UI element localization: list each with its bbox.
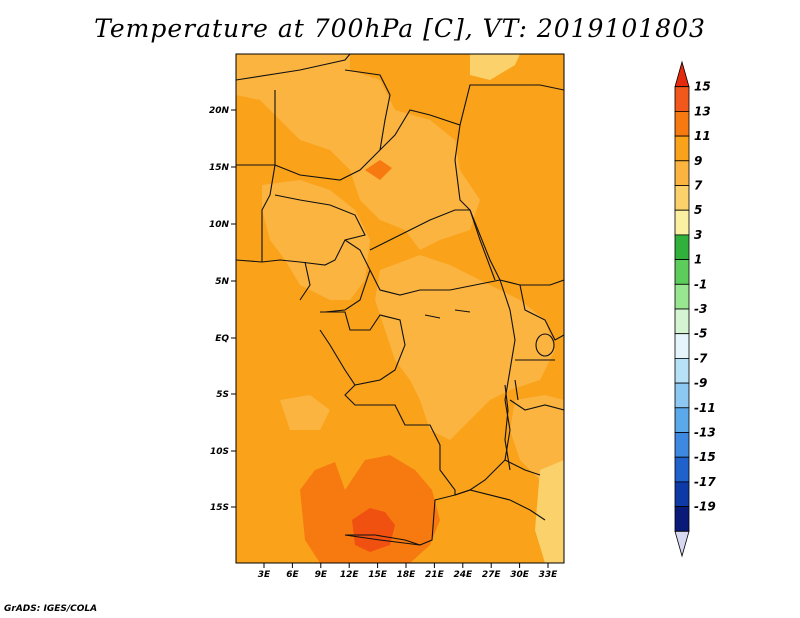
lat-tick-label: 10S xyxy=(210,447,229,457)
lon-tick-label: 27E xyxy=(482,570,502,580)
border-car xyxy=(369,209,564,286)
colorbar-top-arrow xyxy=(674,60,690,88)
lat-tick-label: 15N xyxy=(209,163,230,173)
plot-title: Temperature at 700hPa [C], VT: 201910180… xyxy=(94,14,706,43)
border-sahara xyxy=(344,69,391,151)
colorbar-label: 7 xyxy=(694,179,703,193)
border-cameroon xyxy=(324,239,371,313)
colorbar-label: -17 xyxy=(694,475,716,489)
colorbar-label: 13 xyxy=(694,104,711,118)
border-west xyxy=(236,259,311,301)
lat-tick-label: 10N xyxy=(209,220,230,230)
colorbar-label: -7 xyxy=(694,351,708,365)
colorbar-segment xyxy=(674,111,690,137)
temperature-field xyxy=(236,54,564,563)
lon-tick-label: 24E xyxy=(453,570,473,580)
colorbar-label: 11 xyxy=(694,129,711,143)
field-11-13-spot xyxy=(365,160,392,180)
border-north xyxy=(236,54,351,81)
field-7-9-east xyxy=(510,395,564,480)
grads-credit: GrADS: IGES/COLA xyxy=(4,604,98,614)
colorbar-segment xyxy=(674,86,690,112)
colorbar-segment xyxy=(674,209,690,236)
lat-tick-label: EQ xyxy=(215,334,229,344)
colorbar-label: 15 xyxy=(694,80,711,94)
lat-tick-label: 5S xyxy=(216,390,229,400)
lat-tick-label: 5N xyxy=(215,277,229,287)
colorbar-bottom-arrow xyxy=(674,530,690,558)
lon-tick-label: 18E xyxy=(397,570,417,580)
colorbar-label: -19 xyxy=(694,500,716,514)
colorbar-label: -3 xyxy=(694,302,707,316)
field-5-7-north xyxy=(470,54,520,80)
field-5-7-east xyxy=(535,460,564,563)
colorbar-segment xyxy=(674,481,690,507)
border-niger-chad xyxy=(274,84,564,181)
colorbar-segment xyxy=(674,407,690,433)
latitude-ticks: 20N 15N 10N 5N EQ 5S 10S 15S xyxy=(209,106,236,513)
colorbar-segment xyxy=(674,308,690,335)
colorbar-label: 1 xyxy=(694,253,702,267)
colorbar-segment xyxy=(674,506,690,532)
colorbar-segment xyxy=(674,333,690,359)
colorbar-label: -15 xyxy=(694,450,716,464)
colorbar-label: -5 xyxy=(694,327,707,341)
map-frame xyxy=(235,53,565,564)
colorbar-segment xyxy=(674,456,690,483)
colorbar: 15 13 11 9 7 5 3 1 -1 -3 -5 -7 -9 -11 -13 -15 -17 -19 xyxy=(674,60,716,558)
field-7-9-north xyxy=(236,54,480,250)
colorbar-segment xyxy=(674,234,690,260)
colorbar-label: -1 xyxy=(694,277,707,291)
border-southern xyxy=(344,459,546,546)
border-chad-sudan xyxy=(454,124,496,281)
colorbar-label: 9 xyxy=(694,154,702,168)
colorbar-label: -13 xyxy=(694,426,716,440)
border-gabon-congo xyxy=(319,311,406,386)
border-angola xyxy=(344,384,456,546)
longitude-ticks: 3E 6E 9E 12E 15E 18E 21E 24E 27E 30E 33E xyxy=(258,563,558,580)
colorbar-label: -11 xyxy=(694,401,716,415)
lat-tick-label: 15S xyxy=(210,503,229,513)
lon-tick-label: 12E xyxy=(340,570,360,580)
colorbar-segment xyxy=(674,432,690,458)
field-7-9-center xyxy=(375,255,555,440)
field-7-9-southwest xyxy=(280,395,330,430)
lon-tick-label: 21E xyxy=(425,570,445,580)
colorbar-segment xyxy=(674,135,690,162)
colorbar-label: 5 xyxy=(694,203,702,217)
lon-tick-label: 3E xyxy=(258,570,271,580)
lon-tick-label: 6E xyxy=(286,570,299,580)
lat-tick-label: 20N xyxy=(209,106,230,116)
lon-tick-label: 30E xyxy=(510,570,530,580)
colorbar-segment xyxy=(674,357,690,384)
colorbar-label: -9 xyxy=(694,376,707,390)
border-congo-drc xyxy=(369,269,501,296)
colorbar-segment xyxy=(674,283,690,310)
lon-tick-label: 15E xyxy=(368,570,388,580)
colorbar-segment xyxy=(674,382,690,409)
colorbar-segment xyxy=(674,185,690,211)
colorbar-label: 3 xyxy=(694,228,702,242)
lakes xyxy=(424,309,555,471)
colorbar-segment xyxy=(674,259,690,285)
lon-tick-label: 9E xyxy=(315,570,328,580)
border-east-africa xyxy=(509,284,564,411)
lon-tick-label: 33E xyxy=(539,570,559,580)
colorbar-segment xyxy=(674,160,690,186)
